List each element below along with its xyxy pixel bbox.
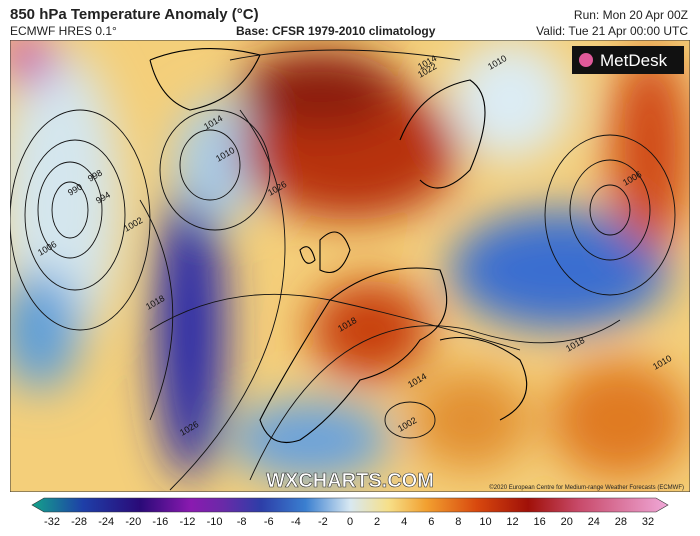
base: Base: CFSR 1979-2010 climatology — [236, 24, 436, 38]
logo: MetDesk — [600, 51, 668, 70]
colorbar-label: -6 — [264, 516, 274, 528]
colorbar-label: -32 — [44, 516, 60, 528]
watermark: WXCHARTS.COM — [266, 470, 434, 492]
valid: Valid: Tue 21 Apr 00:00 UTC — [536, 24, 688, 38]
colorbar-label: -2 — [318, 516, 328, 528]
colorbar-label: -4 — [291, 516, 301, 528]
colorbar-label: 10 — [479, 516, 491, 528]
isobars — [10, 49, 676, 491]
copyright: ©2020 European Centre for Medium-range W… — [489, 484, 684, 491]
colorbar-label: 16 — [534, 516, 546, 528]
logo-icon — [579, 53, 593, 67]
colorbar-label: -8 — [237, 516, 247, 528]
colorbar-label: 12 — [506, 516, 518, 528]
title: 850 hPa Temperature Anomaly (°C) — [10, 6, 259, 23]
colorbar-label: -28 — [71, 516, 87, 528]
colorbar-label: 8 — [455, 516, 461, 528]
colorbar-label: -24 — [98, 516, 114, 528]
colorbar-label: 28 — [615, 516, 627, 528]
colorbar-label: 24 — [588, 516, 600, 528]
colorbar-label: 20 — [561, 516, 573, 528]
colorbar-label: 32 — [642, 516, 654, 528]
colorbar-label: -20 — [125, 516, 141, 528]
temperature-field — [10, 40, 690, 492]
run: Run: Mon 20 Apr 00Z — [573, 8, 688, 22]
colorbar-label: 0 — [347, 516, 353, 528]
colorbar-label: -16 — [152, 516, 168, 528]
colorbar-label: -12 — [180, 516, 196, 528]
colorbar-label: 2 — [374, 516, 380, 528]
coastlines — [149, 48, 528, 444]
colorbar — [31, 497, 669, 513]
model: ECMWF HRES 0.1° — [10, 24, 117, 38]
colorbar-label: 6 — [428, 516, 434, 528]
colorbar-label: 4 — [401, 516, 407, 528]
colorbar-label: -10 — [207, 516, 223, 528]
